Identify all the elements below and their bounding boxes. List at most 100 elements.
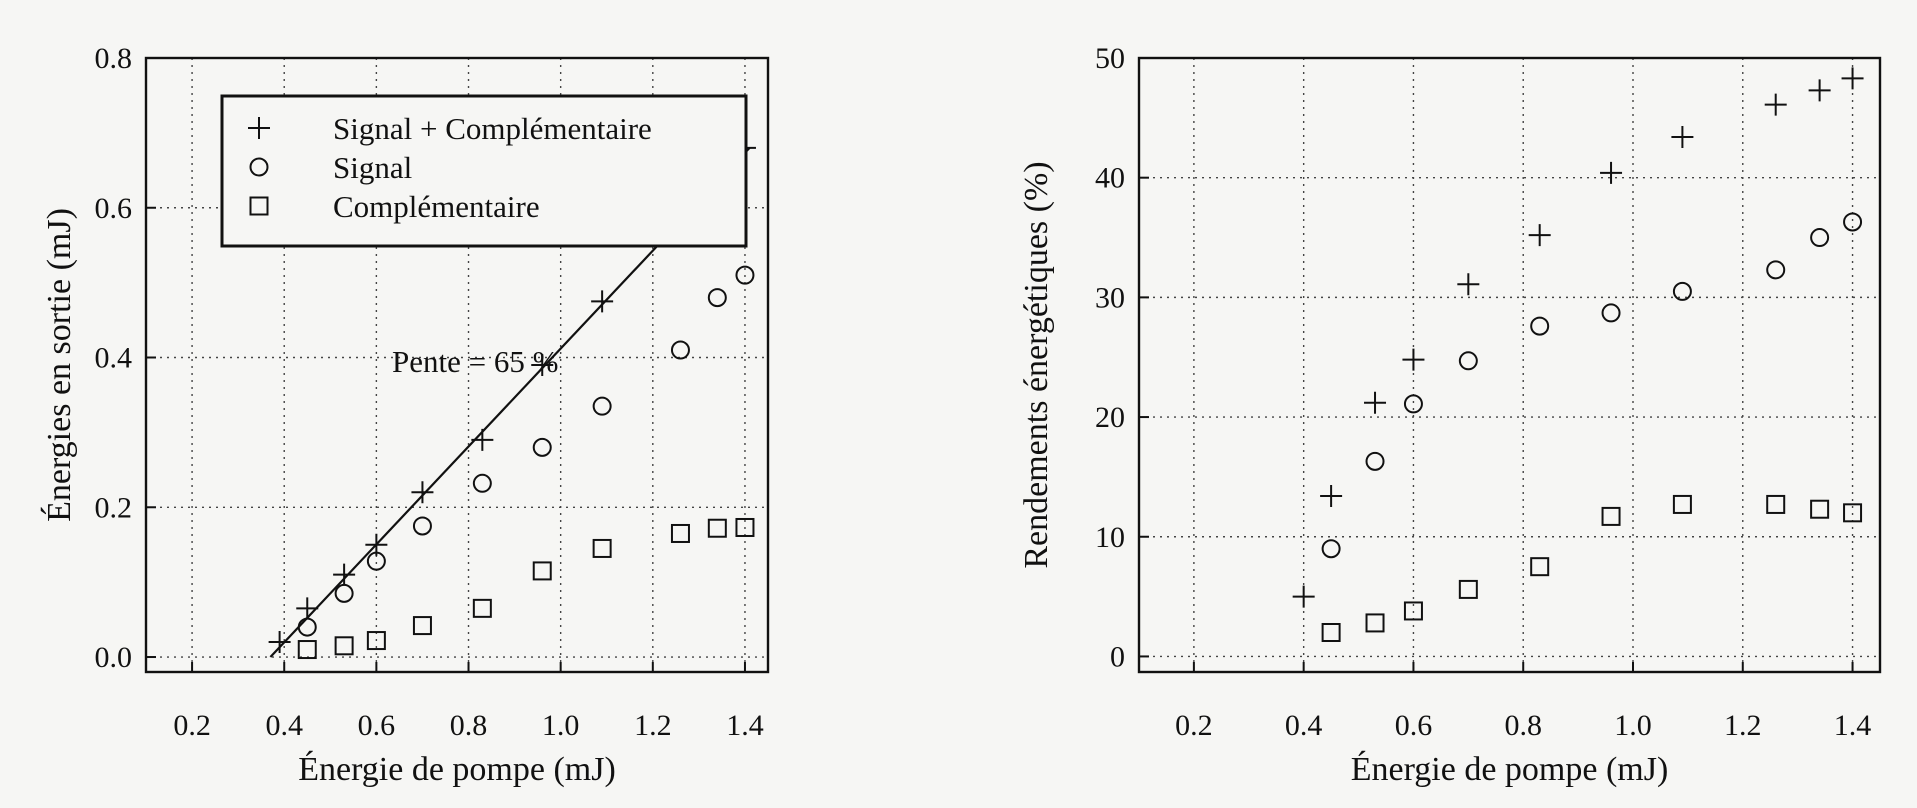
left-chart-panel: 0.2 0.4 0.6 0.8 1.0 1.2 1.4 0.0 0.2 0.4 0.6 0.8 Éner… (41, 42, 770, 788)
data-point-plus (1292, 585, 1315, 608)
data-point-square (412, 616, 432, 636)
data-point-square (1766, 494, 1786, 514)
legend-marker-square (249, 196, 269, 216)
x-tick-label: 1.2 (634, 709, 672, 742)
data-point-circle (592, 396, 612, 416)
x-tick-label: 0.8 (450, 709, 488, 742)
y-tick-label: 0.0 (95, 641, 133, 674)
data-point-circle (1766, 260, 1786, 280)
data-point-square (297, 640, 317, 660)
data-point-square (735, 517, 755, 537)
x-tick-label: 0.4 (265, 709, 303, 742)
legend-marker-circle (249, 157, 269, 177)
data-point-square (592, 538, 612, 558)
data-point-circle (1601, 303, 1621, 323)
data-point-circle (1843, 212, 1863, 232)
legend-label: Complémentaire (333, 189, 540, 224)
data-point-plus (1841, 67, 1864, 90)
data-point-circle (1321, 539, 1341, 559)
plot-frame (144, 56, 770, 674)
data-point-circle (1530, 316, 1550, 336)
y-tick-label: 50 (1095, 42, 1125, 75)
series-signal (1321, 212, 1863, 559)
data-point-square (334, 636, 354, 656)
data-point-plus (471, 428, 494, 451)
x-axis-label: Énergie de pompe (mJ) (298, 751, 616, 788)
data-point-plus (1402, 348, 1425, 371)
data-point-square (1403, 601, 1423, 621)
y-tick-label: 0 (1110, 640, 1125, 673)
data-point-square (1365, 613, 1385, 633)
y-tick-label: 0.2 (95, 491, 133, 524)
data-point-plus (1764, 93, 1787, 116)
x-tick-label: 0.2 (173, 709, 211, 742)
data-point-square (670, 523, 690, 543)
y-tick-label: 40 (1095, 162, 1125, 195)
x-tick-label: 1.0 (1614, 709, 1652, 742)
x-tick-label: 1.4 (1834, 709, 1872, 742)
series-signal-complementaire (1292, 67, 1864, 608)
legend: Signal + Complémentaire Signal Complémenta… (220, 94, 748, 248)
x-tick-label: 1.0 (542, 709, 580, 742)
legend-marker-plus (248, 117, 270, 139)
x-tick-label: 1.2 (1724, 709, 1762, 742)
plot-frame (1137, 56, 1882, 674)
data-point-circle (532, 437, 552, 457)
y-tick-label: 0.8 (95, 42, 133, 75)
data-point-plus (1671, 125, 1694, 148)
x-tick-label: 1.4 (726, 709, 764, 742)
data-point-plus (296, 597, 319, 620)
data-point-square (1321, 623, 1341, 643)
data-point-plus (1364, 391, 1387, 414)
legend-label: Signal + Complémentaire (333, 111, 652, 146)
data-point-circle (735, 265, 755, 285)
x-tick-label: 0.6 (358, 709, 396, 742)
data-point-circle (1403, 394, 1423, 414)
data-point-circle (1810, 228, 1830, 248)
y-tick-label: 30 (1095, 281, 1125, 314)
data-point-circle (334, 583, 354, 603)
x-axis-label: Énergie de pompe (mJ) (1351, 751, 1669, 788)
series-complementaire (297, 517, 755, 660)
x-tick-label: 0.4 (1285, 709, 1323, 742)
data-point-circle (1365, 451, 1385, 471)
data-point-plus (1600, 161, 1623, 184)
data-point-square (1672, 494, 1692, 514)
data-point-plus (1457, 273, 1480, 296)
data-point-circle (1672, 281, 1692, 301)
data-point-circle (297, 617, 317, 637)
data-point-square (1843, 503, 1863, 523)
data-point-circle (670, 340, 690, 360)
data-point-plus (1808, 79, 1831, 102)
data-point-plus (1528, 224, 1551, 247)
data-point-plus (333, 563, 356, 586)
data-point-square (1530, 557, 1550, 577)
data-point-plus (591, 290, 614, 313)
data-point-square (1601, 506, 1621, 526)
series-signal (297, 265, 755, 637)
data-point-square (532, 561, 552, 581)
y-tick-label: 20 (1095, 401, 1125, 434)
x-tick-label: 0.6 (1395, 709, 1433, 742)
data-point-square (707, 518, 727, 538)
y-tick-label: 0.6 (95, 192, 133, 225)
slope-annotation: Pente = 65 % (392, 344, 558, 379)
series-complementaire (1321, 494, 1863, 643)
data-point-plus (411, 481, 434, 504)
y-axis-label: Rendements énergétiques (%) (1018, 161, 1055, 568)
data-point-circle (366, 551, 386, 571)
data-point-circle (412, 516, 432, 536)
data-point-square (1458, 579, 1478, 599)
x-tick-label: 0.8 (1504, 709, 1542, 742)
y-tick-label: 0.4 (95, 342, 133, 375)
data-point-plus (268, 631, 291, 654)
data-point-circle (1458, 351, 1478, 371)
data-point-plus (1320, 485, 1343, 508)
data-point-square (366, 631, 386, 651)
right-chart-panel: 0.2 0.4 0.6 0.8 1.0 1.2 1.4 0 10 20 30 40 50 Énergie … (1018, 42, 1882, 788)
data-point-square (472, 598, 492, 618)
data-point-circle (472, 473, 492, 493)
data-point-circle (707, 288, 727, 308)
legend-label: Signal (333, 150, 412, 185)
